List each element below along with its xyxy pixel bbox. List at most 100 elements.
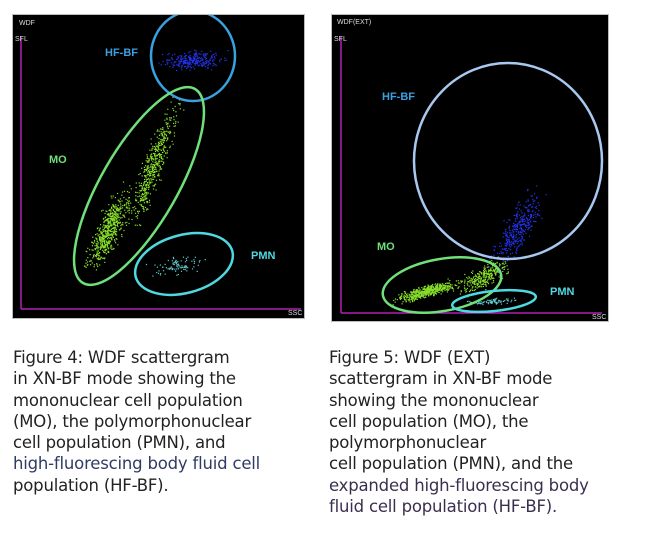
scatter-point bbox=[148, 186, 151, 188]
scatter-point bbox=[510, 243, 512, 245]
scatter-point bbox=[209, 59, 211, 61]
scatter-point bbox=[435, 288, 437, 290]
scatter-point bbox=[413, 298, 415, 300]
scatter-point bbox=[120, 225, 122, 227]
scatter-point bbox=[115, 238, 117, 240]
scatter-point bbox=[423, 291, 425, 293]
scatter-point bbox=[101, 246, 103, 249]
scatter-point bbox=[441, 287, 443, 289]
scatter-point bbox=[175, 61, 177, 63]
scatter-point bbox=[432, 290, 434, 293]
scatter-point bbox=[205, 57, 207, 59]
scatter-point bbox=[519, 204, 521, 206]
scatter-point bbox=[167, 137, 169, 139]
scatter-point bbox=[527, 214, 530, 217]
scatter-point bbox=[108, 213, 110, 215]
scatter-point bbox=[102, 231, 105, 233]
scatter-point bbox=[433, 288, 435, 290]
scatter-point bbox=[486, 273, 488, 275]
scatter-point bbox=[161, 53, 163, 56]
scatter-point bbox=[102, 234, 104, 237]
scatter-point bbox=[149, 175, 151, 177]
scatter-point bbox=[470, 271, 473, 273]
scatter-point bbox=[145, 194, 147, 196]
scatter-point bbox=[428, 285, 430, 287]
scatter-point bbox=[208, 61, 210, 63]
mo-gate bbox=[381, 256, 503, 314]
scatter-point bbox=[96, 240, 98, 242]
scatter-point bbox=[212, 59, 214, 61]
scatter-point bbox=[164, 273, 166, 275]
scatter-point bbox=[185, 65, 187, 68]
scatter-point bbox=[474, 283, 476, 285]
scatter-point bbox=[145, 169, 147, 172]
scatter-point bbox=[117, 215, 119, 217]
scatter-point bbox=[108, 226, 111, 228]
scatter-point bbox=[146, 202, 148, 204]
scatter-point bbox=[499, 264, 501, 266]
scatter-point bbox=[501, 252, 503, 254]
scatter-point bbox=[108, 215, 110, 217]
scatter-point bbox=[438, 286, 440, 288]
scatter-point bbox=[174, 64, 176, 66]
scatter-point bbox=[111, 213, 113, 215]
scatter-point bbox=[458, 286, 460, 288]
scatter-point bbox=[432, 283, 434, 286]
scatter-point bbox=[108, 222, 110, 225]
scatter-point bbox=[416, 298, 419, 300]
scatter-point bbox=[498, 271, 500, 273]
scatter-point bbox=[97, 248, 99, 250]
scatter-point bbox=[485, 269, 487, 272]
scatter-point bbox=[424, 293, 426, 295]
scatter-point bbox=[112, 209, 114, 211]
scatter-point bbox=[486, 272, 489, 275]
scatter-point bbox=[158, 270, 160, 272]
scatter-point bbox=[491, 301, 493, 303]
scatter-point bbox=[85, 259, 87, 261]
scatter-point bbox=[112, 236, 114, 238]
scatter-point bbox=[104, 249, 106, 251]
scatter-point bbox=[135, 198, 137, 200]
scatter-point bbox=[108, 251, 110, 253]
scatter-point bbox=[414, 293, 416, 295]
scatter-point bbox=[476, 303, 479, 305]
scatter-point bbox=[509, 231, 511, 234]
scatter-point bbox=[144, 190, 146, 192]
scatter-point bbox=[112, 213, 114, 215]
scatter-point bbox=[154, 157, 156, 159]
scatter-point bbox=[110, 219, 112, 221]
scatter-point bbox=[104, 235, 106, 237]
scatter-point bbox=[411, 298, 413, 300]
scatter-point bbox=[173, 258, 175, 260]
scatter-point bbox=[423, 297, 425, 299]
scatter-point bbox=[416, 291, 419, 293]
scatter-point bbox=[494, 272, 496, 274]
scatter-point bbox=[426, 287, 428, 289]
scatter-point bbox=[422, 292, 424, 294]
scatter-point bbox=[171, 54, 174, 56]
scatter-point bbox=[176, 264, 178, 266]
scatter-point bbox=[181, 60, 183, 62]
scatter-point bbox=[137, 210, 139, 212]
scatter-point bbox=[405, 292, 407, 294]
scatter-point bbox=[511, 252, 513, 254]
scatter-point bbox=[118, 219, 120, 221]
scatter-point bbox=[177, 261, 179, 263]
scatter-point bbox=[141, 167, 143, 169]
scatter-point bbox=[415, 290, 417, 292]
scatter-point bbox=[405, 301, 407, 303]
scatter-point bbox=[478, 275, 480, 277]
scatter-point bbox=[487, 299, 489, 301]
scatter-point bbox=[110, 216, 113, 218]
scatter-point bbox=[90, 260, 92, 262]
scatter-point bbox=[398, 294, 400, 296]
scatter-point bbox=[91, 249, 93, 251]
scatter-point bbox=[176, 64, 178, 66]
scatter-point bbox=[470, 284, 472, 286]
scatter-point bbox=[90, 259, 92, 262]
scatter-point bbox=[424, 290, 426, 292]
scatter-point bbox=[524, 213, 526, 215]
scatter-point bbox=[172, 65, 174, 67]
scatter-point bbox=[155, 161, 157, 163]
scatter-point bbox=[491, 273, 493, 275]
